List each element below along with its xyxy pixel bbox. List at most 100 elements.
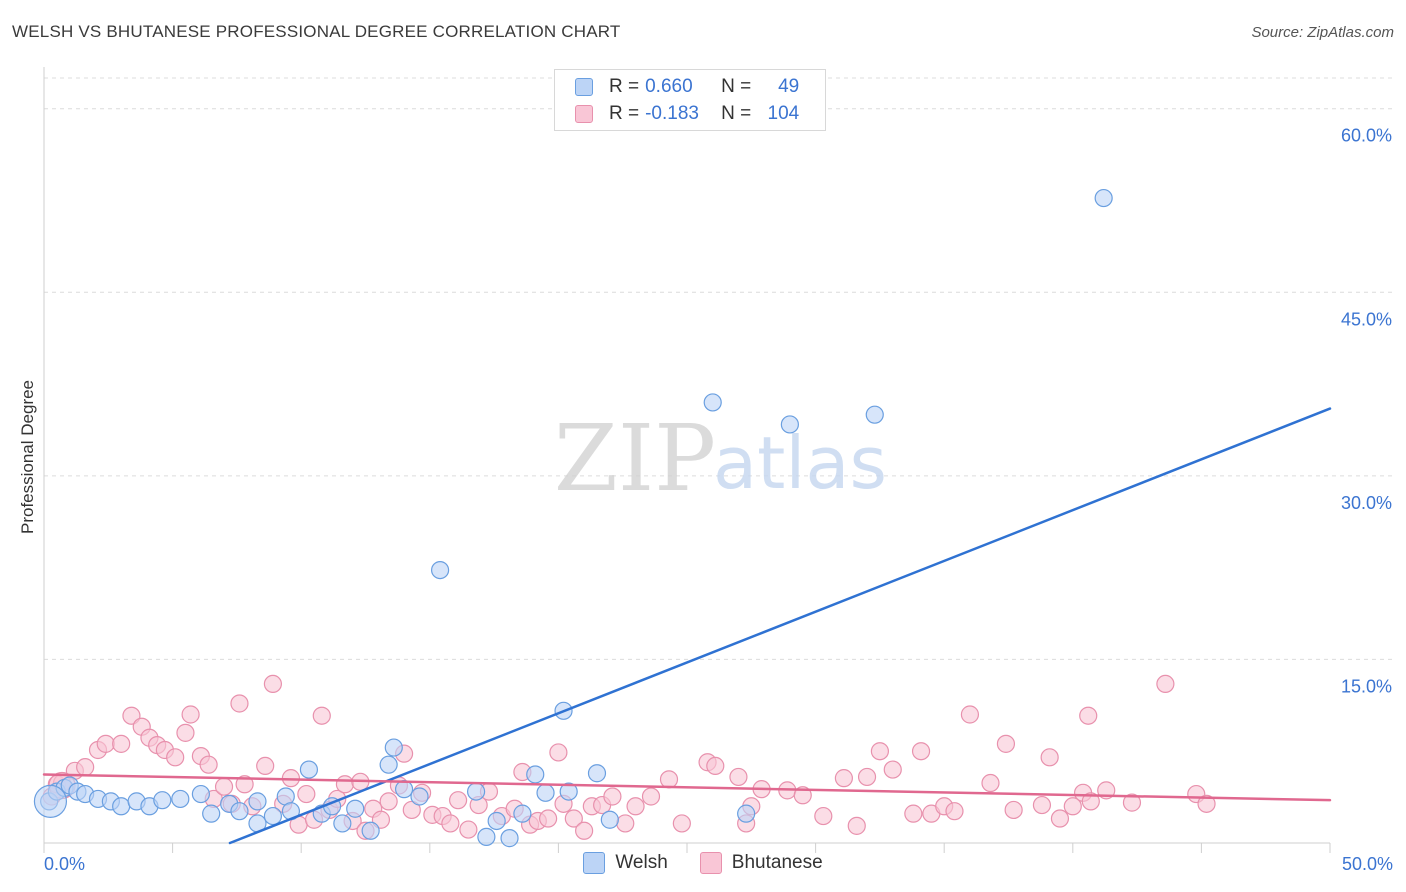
welsh-point xyxy=(477,827,496,846)
bhutanese-point xyxy=(603,787,622,806)
welsh-point xyxy=(248,792,267,811)
bhutanese-point xyxy=(539,809,558,828)
bhutanese-r-label: R = xyxy=(609,103,640,124)
bhutanese-point xyxy=(335,775,355,794)
x-tick-label: 0.0% xyxy=(44,854,85,874)
bhutanese-point xyxy=(729,767,748,787)
welsh-point xyxy=(526,765,545,784)
bhutanese-point xyxy=(1050,809,1070,828)
bhutanese-point xyxy=(793,786,812,805)
bhutanese-point xyxy=(1040,748,1059,767)
bhutanese-n-label: N = xyxy=(721,103,752,124)
welsh-point xyxy=(513,804,532,823)
bhutanese-point xyxy=(883,760,902,779)
legend-welsh-label: Welsh xyxy=(615,852,668,873)
bhutanese-point xyxy=(230,694,249,713)
welsh-point xyxy=(299,760,319,779)
bhutanese-swatch xyxy=(575,105,593,123)
bhutanese-point xyxy=(945,802,964,821)
bhutanese-point xyxy=(448,791,468,810)
stats-row-welsh: R = 0.660 N = 49 xyxy=(575,74,799,100)
bhutanese-point xyxy=(76,758,95,777)
welsh-point xyxy=(559,782,578,801)
bhutanese-point xyxy=(312,706,331,725)
chart-title: WELSH VS BHUTANESE PROFESSIONAL DEGREE C… xyxy=(12,22,621,41)
welsh-point xyxy=(737,804,756,823)
stats-row-bhutanese: R = -0.183 N = 104 xyxy=(575,101,799,127)
welsh-r-value: 0.660 xyxy=(645,76,693,97)
legend-welsh-swatch xyxy=(583,852,606,874)
welsh-point xyxy=(536,783,555,802)
bhutanese-r-value: -0.183 xyxy=(645,103,699,124)
bhutanese-point xyxy=(996,734,1016,753)
bhutanese-point xyxy=(847,816,866,835)
welsh-point xyxy=(466,782,486,801)
welsh-point xyxy=(346,799,365,818)
bhutanese-trend-line xyxy=(42,773,1332,802)
y-tick-label: 30.0% xyxy=(1341,493,1392,513)
welsh-point xyxy=(1094,188,1113,208)
legend-item-bhutanese[interactable]: Bhutanese xyxy=(699,852,823,874)
trend-lines xyxy=(42,407,1332,845)
bhutanese-point xyxy=(641,787,661,806)
bhutanese-point xyxy=(960,705,980,724)
bhutanese-point xyxy=(672,814,691,833)
y-tick-label: 15.0% xyxy=(1341,676,1392,696)
welsh-points xyxy=(33,188,1113,848)
welsh-point xyxy=(703,393,722,412)
watermark-atlas: atlas xyxy=(713,421,887,505)
y-tick-label: 45.0% xyxy=(1341,309,1392,329)
bhutanese-point xyxy=(834,769,853,788)
welsh-point xyxy=(600,810,619,829)
legend-bhutanese-label: Bhutanese xyxy=(731,852,823,873)
welsh-point xyxy=(171,789,190,809)
bhutanese-point xyxy=(1063,797,1082,816)
bhutanese-point xyxy=(235,775,254,794)
welsh-point xyxy=(191,784,210,804)
watermark: ZIP atlas xyxy=(554,405,887,512)
bhutanese-point xyxy=(616,814,635,833)
watermark-zip: ZIP xyxy=(554,405,716,512)
welsh-point xyxy=(487,811,506,831)
bhutanese-point xyxy=(981,773,1000,793)
bhutanese-point xyxy=(1079,706,1098,725)
welsh-point xyxy=(202,804,221,823)
bhutanese-point xyxy=(1004,800,1023,820)
bhutanese-point xyxy=(857,767,877,787)
bhutanese-point xyxy=(112,734,131,753)
welsh-point xyxy=(153,791,172,810)
welsh-point xyxy=(865,405,884,424)
bhutanese-point xyxy=(626,797,645,816)
source-label: Source: ZipAtlas.com xyxy=(1251,24,1394,41)
welsh-point xyxy=(430,560,450,580)
bhutanese-points xyxy=(42,674,1216,840)
welsh-point xyxy=(112,797,131,816)
bhutanese-point xyxy=(263,674,283,694)
welsh-point xyxy=(780,415,799,434)
welsh-point xyxy=(230,802,249,821)
welsh-r-label: R = xyxy=(609,76,640,97)
bhutanese-point xyxy=(564,809,583,828)
bhutanese-point xyxy=(904,804,923,823)
welsh-point xyxy=(394,780,414,799)
bhutanese-point xyxy=(176,723,195,742)
bhutanese-point xyxy=(1122,793,1142,812)
tick-labels: 15.0% 30.0% 45.0% 60.0% 0.0% 50.0% xyxy=(44,126,1393,874)
bhutanese-point xyxy=(379,792,398,811)
bhutanese-point xyxy=(1081,792,1100,811)
x-tick-label: 50.0% xyxy=(1342,854,1393,874)
axes xyxy=(43,67,1331,853)
welsh-swatch xyxy=(575,78,593,96)
bhutanese-point xyxy=(459,820,478,839)
legend-item-welsh[interactable]: Welsh xyxy=(583,852,668,874)
bhutanese-point xyxy=(1156,674,1175,694)
welsh-point-cluster xyxy=(33,784,68,818)
bhutanese-point xyxy=(214,777,234,796)
welsh-n-value: 49 xyxy=(778,76,800,97)
welsh-point xyxy=(263,806,283,826)
welsh-point xyxy=(333,814,352,833)
bhutanese-point xyxy=(166,748,185,767)
stats-box: R = 0.660 N = 49 R = -0.183 N = 104 xyxy=(554,69,826,131)
bhutanese-point xyxy=(402,800,421,820)
bhutanese-point xyxy=(256,756,275,776)
